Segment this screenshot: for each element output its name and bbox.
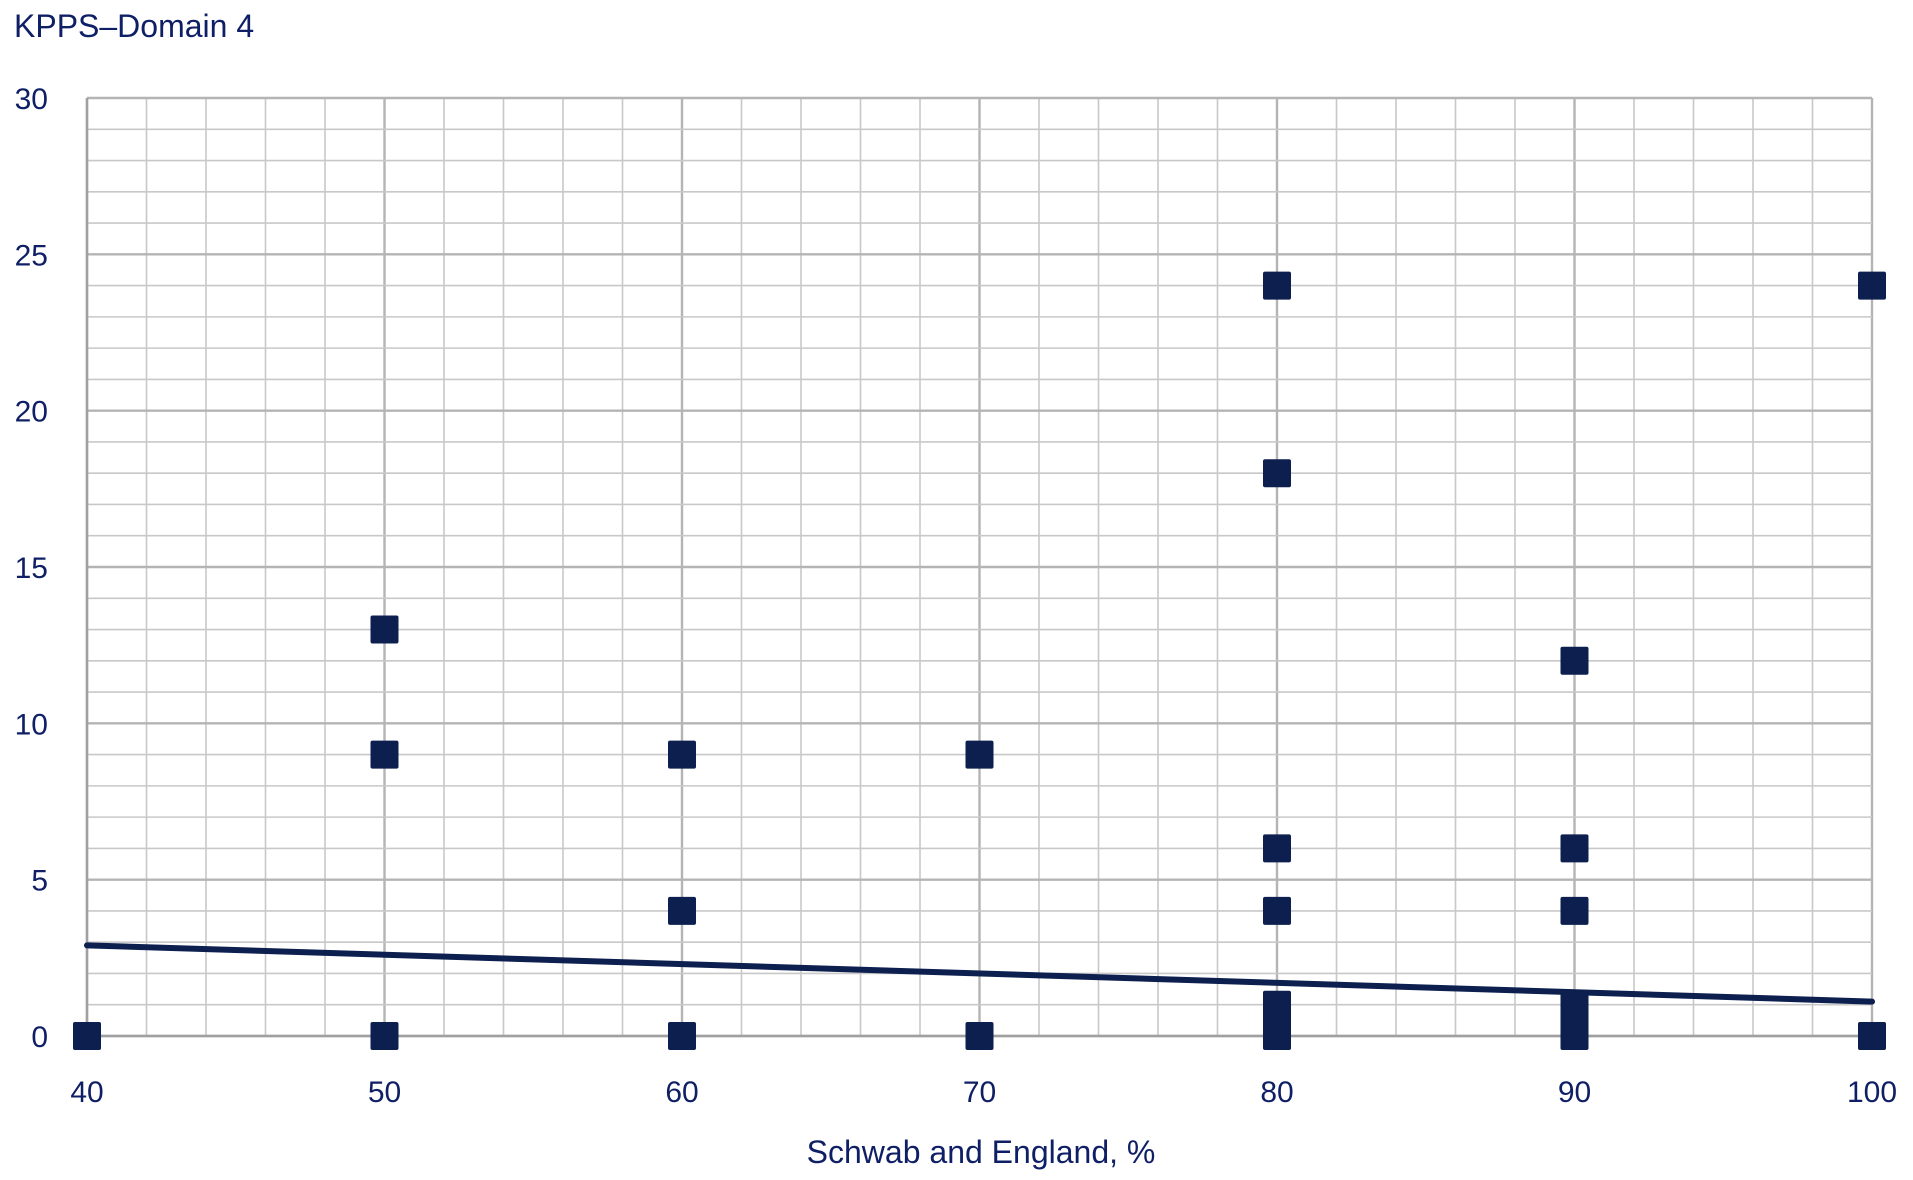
y-tick-label: 30 xyxy=(15,83,48,116)
x-axis-title: Schwab and England, % xyxy=(807,1134,1156,1170)
y-tick-label: 10 xyxy=(15,708,48,741)
data-point xyxy=(1858,1022,1886,1050)
y-axis-title: KPPS–Domain 4 xyxy=(14,8,254,44)
x-tick-label: 50 xyxy=(368,1076,401,1109)
data-point xyxy=(1263,834,1291,863)
data-point xyxy=(1560,646,1589,675)
data-point xyxy=(73,1022,101,1050)
y-tick-label: 0 xyxy=(31,1021,48,1054)
data-point xyxy=(1560,990,1589,1019)
y-tick-label: 20 xyxy=(15,396,48,429)
y-tick-label: 5 xyxy=(31,865,48,898)
x-tick-label: 80 xyxy=(1260,1076,1293,1109)
data-point xyxy=(370,1022,399,1050)
x-tick-label: 40 xyxy=(70,1076,103,1109)
data-point xyxy=(1263,271,1291,300)
y-tick-label: 15 xyxy=(15,552,48,585)
x-tick-label: 100 xyxy=(1847,1076,1897,1109)
tick-labels: 0 5 10 15 20 25 30 40 50 60 70 80 90 100 xyxy=(15,83,1897,1109)
data-point xyxy=(668,896,696,925)
data-point xyxy=(965,740,994,769)
data-point xyxy=(370,740,399,769)
data-point xyxy=(668,740,696,769)
data-point xyxy=(1560,896,1589,925)
data-point xyxy=(965,1022,994,1050)
data-point xyxy=(668,1022,696,1050)
data-point xyxy=(1560,834,1589,863)
x-tick-label: 70 xyxy=(963,1076,996,1109)
data-point xyxy=(1858,271,1886,300)
data-point xyxy=(1263,990,1291,1019)
data-point xyxy=(1263,896,1291,925)
x-tick-label: 90 xyxy=(1558,1076,1591,1109)
grid xyxy=(85,96,1874,1038)
data-point xyxy=(1263,459,1291,488)
x-tick-label: 60 xyxy=(665,1076,698,1109)
data-point xyxy=(370,615,399,644)
data-points xyxy=(73,271,1886,1050)
y-tick-label: 25 xyxy=(15,239,48,272)
